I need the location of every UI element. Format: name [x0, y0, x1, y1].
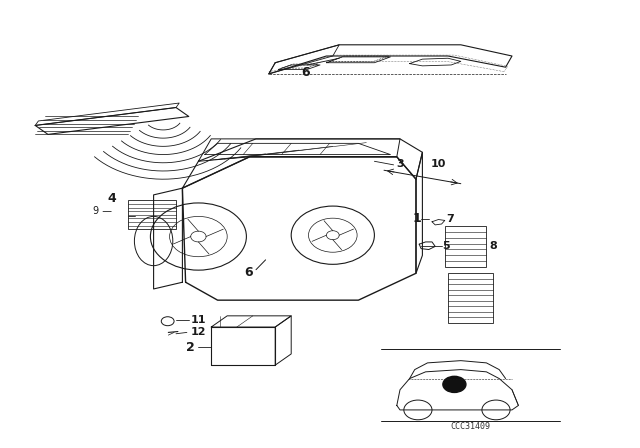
- Bar: [448, 273, 493, 323]
- Text: 11: 11: [191, 315, 206, 325]
- Text: CCC31409: CCC31409: [451, 422, 490, 431]
- Text: 4: 4: [108, 191, 116, 205]
- Circle shape: [443, 376, 466, 392]
- Text: 8: 8: [489, 241, 497, 250]
- Text: 5: 5: [442, 241, 450, 250]
- Bar: [445, 226, 486, 267]
- Text: 12: 12: [191, 327, 206, 337]
- Text: 10: 10: [431, 159, 446, 168]
- Text: 6: 6: [301, 66, 310, 79]
- Text: 1: 1: [412, 212, 421, 225]
- Text: 7: 7: [447, 214, 454, 224]
- Text: 2: 2: [186, 340, 195, 354]
- Text: 6: 6: [244, 266, 253, 279]
- Bar: [128, 200, 176, 229]
- Text: 3: 3: [397, 159, 404, 168]
- Text: 9 —: 9 —: [93, 206, 112, 215]
